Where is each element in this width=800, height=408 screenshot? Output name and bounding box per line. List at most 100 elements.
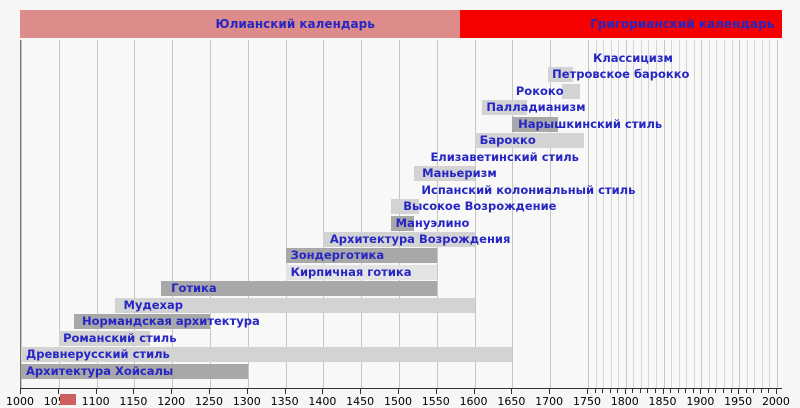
axis-tick-label: 1750 (572, 395, 601, 408)
gridline-major (739, 40, 741, 388)
axis-tick-minor (632, 389, 634, 393)
axis-tick-label: 2000 (761, 395, 790, 408)
axis-tick-label: 1900 (686, 395, 715, 408)
axis-tick-major (57, 389, 59, 394)
axis-tick-minor (594, 389, 596, 393)
axis-tick-label: 1800 (610, 395, 639, 408)
axis-tick-label: 1400 (308, 395, 337, 408)
gridline-major (587, 40, 589, 388)
gridline-minor (761, 40, 763, 388)
gridline-major (58, 40, 60, 388)
axis-tick-major (511, 389, 513, 394)
axis-tick-major (246, 389, 248, 394)
axis-tick-label: 1600 (459, 395, 488, 408)
axis-tick-major (662, 389, 664, 394)
gridline-major (285, 40, 287, 388)
axis-tick-major (95, 389, 97, 394)
axis-tick-major (700, 389, 702, 394)
gridline-minor (595, 40, 597, 388)
axis-tick-major (171, 389, 173, 394)
gridline-major (21, 40, 22, 388)
axis-tick-minor (753, 389, 755, 393)
style-label: Романский стиль (63, 330, 177, 345)
axis-tick-minor (745, 389, 747, 393)
gridline-minor (716, 40, 718, 388)
axis-tick-major (133, 389, 135, 394)
style-bar (512, 116, 558, 132)
gridline-minor (731, 40, 733, 388)
axis-tick-major (208, 389, 210, 394)
axis-tick-major (624, 389, 626, 394)
style-label: Зондерготика (290, 248, 385, 263)
style-bar (73, 314, 210, 330)
axis-tick-major (284, 389, 286, 394)
axis-tick-minor (760, 389, 762, 393)
gridline-major (96, 40, 98, 388)
axis-tick-label: 1200 (157, 395, 186, 408)
gridline-major (361, 40, 363, 388)
gridline-minor (603, 40, 605, 388)
style-bar (391, 215, 415, 231)
gridline-major (474, 40, 476, 388)
axis-tick-minor (647, 389, 649, 393)
gridline-major (172, 40, 174, 388)
style-label: Петровское барокко (552, 67, 690, 82)
gridline-major (209, 40, 211, 388)
gridline-minor (693, 40, 695, 388)
axis-tick-label: 1700 (535, 395, 564, 408)
gridline-minor (640, 40, 642, 388)
style-bar (21, 347, 513, 363)
axis-tick-major (586, 389, 588, 394)
gregorian-calendar-label: Григорианский календарь (590, 17, 775, 31)
axis-tick-label: 1300 (232, 395, 261, 408)
style-bar (547, 67, 573, 83)
axis-tick-minor (730, 389, 732, 393)
style-label: Архитектура Возрождения (329, 231, 511, 246)
axis-tick-label: 1250 (194, 395, 223, 408)
gridline-minor (769, 40, 771, 388)
axis-tick-minor (707, 389, 709, 393)
style-bar (58, 330, 150, 346)
axis-tick-minor (609, 389, 611, 393)
axis-tick-major (775, 389, 777, 394)
gridline-major (436, 40, 438, 388)
style-label: Испанский колониальный стиль (421, 182, 636, 197)
style-label: Рококо (515, 83, 564, 98)
axis-tick-major (549, 389, 551, 394)
axis-tick-minor (723, 389, 725, 393)
axis-tick-major (397, 389, 399, 394)
gridline-major (512, 40, 514, 388)
style-label: Нарышкинский стиль (518, 116, 663, 131)
axis-tick-minor (677, 389, 679, 393)
style-label: Мануэлино (395, 215, 470, 230)
axis-tick-label: 1350 (270, 395, 299, 408)
style-bar (482, 100, 528, 116)
axis-tick-label: 1950 (724, 395, 753, 408)
x-axis-line (20, 388, 782, 389)
axis-tick-minor (639, 389, 641, 393)
axis-tick-minor (692, 389, 694, 393)
gridline-minor (708, 40, 710, 388)
gridline-major (323, 40, 325, 388)
style-label: Архитектура Хойсалы (26, 363, 174, 378)
axis-tick-label: 1100 (81, 395, 110, 408)
gridline-minor (618, 40, 620, 388)
style-bar (160, 281, 437, 297)
axis-tick-major (322, 389, 324, 394)
axis-tick-label: 1000 (6, 395, 34, 408)
axis-tick-major (435, 389, 437, 394)
axis-tick-minor (602, 389, 604, 393)
plot-area: Классицизм Петровское барокко Рококо Паллад… (20, 40, 783, 388)
gridline-minor (656, 40, 657, 388)
julian-calendar-label: Юлианский календарь (215, 17, 375, 31)
style-label: Высокое Возрождение (403, 199, 557, 214)
gridline-major (550, 40, 552, 388)
gridline-major (776, 40, 778, 388)
axis-tick-minor (617, 389, 619, 393)
style-label: Палладианизм (486, 100, 586, 115)
julian-calendar-band: Юлианский календарь (20, 10, 460, 38)
axis-tick-minor (655, 389, 656, 393)
style-bar (285, 248, 437, 264)
gridline-major (663, 40, 665, 388)
